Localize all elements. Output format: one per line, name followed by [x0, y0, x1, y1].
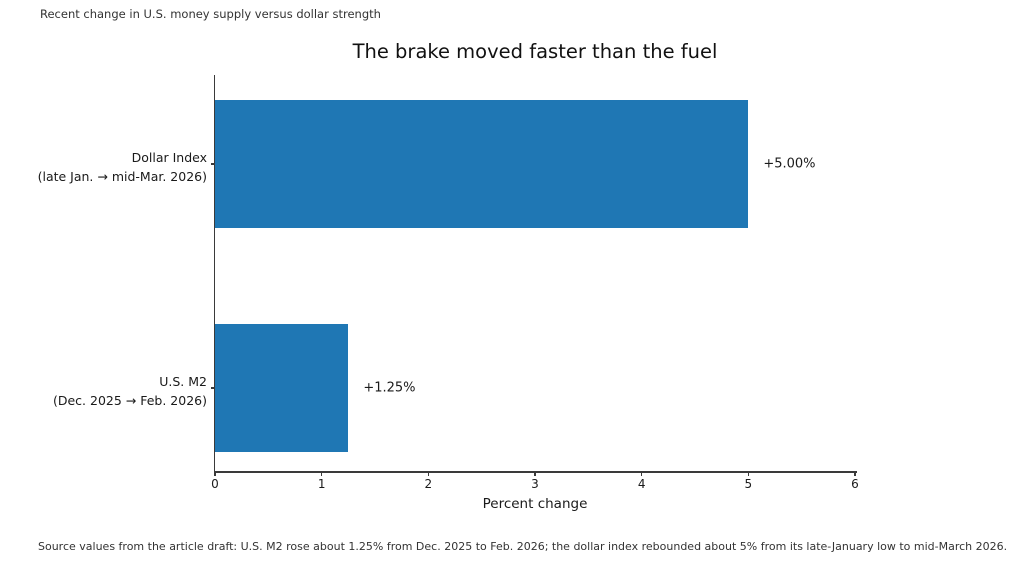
x-tick-mark — [854, 472, 856, 476]
y-axis-spine — [213, 75, 215, 473]
x-tick-mark — [427, 472, 430, 476]
x-axis-label: Percent change — [482, 496, 588, 512]
y-category-label-line: (Dec. 2025 → Feb. 2026) — [52, 393, 207, 408]
x-tick-label: 6 — [851, 477, 859, 491]
y-category-label: Dollar Index (late Jan. → mid-Mar. 2026) — [7, 148, 207, 186]
y-category-label-line: U.S. M2 — [159, 374, 207, 389]
x-tick-label: 5 — [744, 477, 753, 491]
x-tick-label: 3 — [531, 477, 539, 491]
y-category-label: U.S. M2 (Dec. 2025 → Feb. 2026) — [7, 372, 207, 410]
x-tick-mark — [640, 472, 643, 476]
x-tick-label: 1 — [317, 477, 326, 491]
y-tick-mark — [210, 163, 215, 165]
x-tick-mark — [534, 472, 536, 476]
plot-area: +5.00% +1.25% — [215, 75, 855, 471]
bar-1 — [215, 324, 349, 452]
chart-title: The brake moved faster than the fuel — [352, 40, 718, 63]
bar-value-label: +1.25% — [363, 380, 416, 396]
x-axis-spine — [213, 471, 857, 473]
x-tick-label: 2 — [424, 477, 433, 491]
x-tick-label: 0 — [211, 477, 219, 491]
y-tick-mark — [210, 387, 215, 389]
x-tick-mark — [320, 472, 323, 476]
bar-value-label: +5.00% — [763, 156, 816, 172]
source-note: Source values from the article draft: U.… — [38, 540, 1008, 553]
chart-subtitle-note: Recent change in U.S. money supply versu… — [40, 7, 381, 21]
bar-0 — [215, 100, 749, 228]
y-category-label-line: (late Jan. → mid-Mar. 2026) — [37, 169, 207, 184]
y-category-label-line: Dollar Index — [131, 150, 207, 165]
x-tick-mark — [747, 472, 750, 476]
x-tick-mark — [214, 472, 216, 476]
x-tick-label: 4 — [637, 477, 646, 491]
